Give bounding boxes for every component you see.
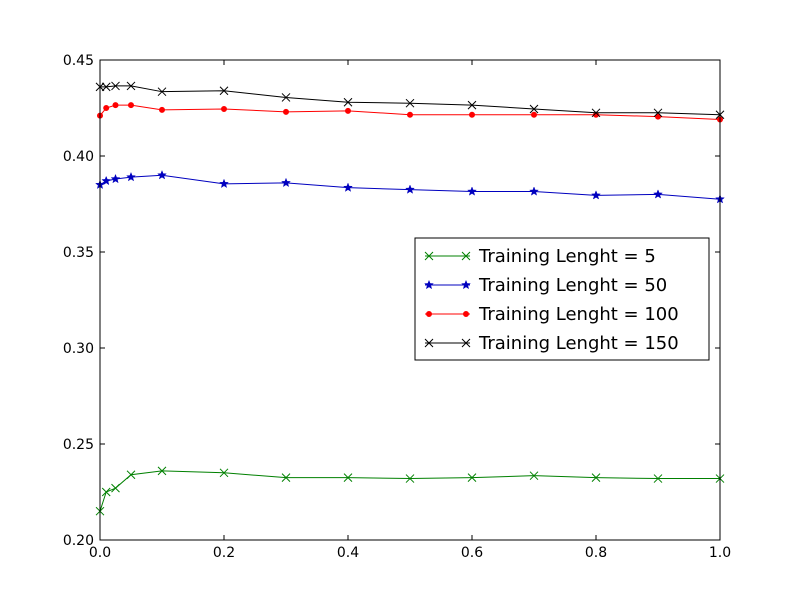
data-point bbox=[407, 111, 413, 118]
legend-marker-start bbox=[424, 338, 434, 348]
data-point bbox=[591, 473, 601, 482]
data-point bbox=[126, 470, 136, 480]
data-point bbox=[281, 473, 291, 482]
data-point bbox=[111, 483, 120, 493]
series-3 bbox=[97, 102, 723, 123]
data-point bbox=[103, 105, 110, 111]
legend-label: Training Lenght = 150 bbox=[478, 333, 679, 354]
data-point bbox=[343, 182, 353, 192]
data-point bbox=[111, 81, 120, 91]
legend-marker-end bbox=[461, 279, 471, 290]
data-point bbox=[653, 474, 663, 483]
data-point bbox=[345, 107, 351, 114]
data-point bbox=[405, 474, 415, 483]
data-point bbox=[157, 466, 167, 476]
x-tick-label: 0.4 bbox=[337, 545, 359, 561]
data-point bbox=[405, 98, 415, 108]
data-point bbox=[653, 108, 663, 118]
data-point bbox=[219, 86, 229, 96]
legend-item: Training Lenght = 5 bbox=[424, 246, 656, 267]
data-point bbox=[281, 177, 291, 188]
data-point bbox=[529, 186, 539, 196]
legend-marker-end bbox=[461, 251, 471, 261]
legend-marker-end bbox=[461, 338, 471, 348]
y-tick-label: 0.30 bbox=[63, 341, 94, 357]
legend-marker-end bbox=[463, 311, 469, 317]
x-tick-label: 0.8 bbox=[585, 545, 607, 561]
data-point bbox=[467, 100, 477, 110]
legend-label: Training Lenght = 100 bbox=[478, 304, 679, 325]
data-point bbox=[219, 178, 229, 189]
legend-item: Training Lenght = 100 bbox=[425, 304, 679, 325]
data-point bbox=[591, 108, 601, 118]
data-point bbox=[101, 487, 111, 497]
data-point bbox=[469, 111, 475, 118]
y-tick-label: 0.45 bbox=[63, 53, 94, 69]
data-point bbox=[221, 105, 227, 112]
data-point bbox=[128, 102, 134, 109]
legend-marker-start bbox=[426, 311, 432, 317]
data-point bbox=[655, 113, 661, 120]
data-point bbox=[529, 471, 539, 481]
axes-layer: 0.0 0.2 0.4 0.6 0.8 1.0 0.20 0.25 0.30 0.35 0.40 0.… bbox=[63, 53, 731, 561]
data-point bbox=[281, 93, 291, 102]
series-1 bbox=[95, 466, 725, 516]
data-point bbox=[126, 81, 136, 91]
legend-item: Training Lenght = 50 bbox=[424, 275, 667, 296]
data-point bbox=[653, 189, 663, 199]
data-point bbox=[343, 473, 353, 482]
data-point bbox=[343, 97, 353, 107]
y-tick-label: 0.35 bbox=[63, 245, 94, 261]
y-tick-label: 0.25 bbox=[63, 437, 94, 453]
data-point bbox=[101, 82, 111, 92]
data-point bbox=[529, 104, 539, 114]
x-tick-label: 0.0 bbox=[89, 545, 111, 561]
x-tick-label: 1.0 bbox=[709, 545, 731, 561]
legend-label: Training Lenght = 50 bbox=[478, 275, 667, 296]
data-point bbox=[405, 184, 415, 194]
x-tick-label: 0.6 bbox=[461, 545, 483, 561]
x-tick-label: 0.2 bbox=[213, 545, 235, 561]
data-point bbox=[110, 173, 121, 184]
data-point bbox=[467, 186, 477, 196]
y-tick-label: 0.40 bbox=[63, 149, 94, 165]
data-point bbox=[467, 473, 477, 482]
legend-marker-start bbox=[424, 251, 434, 261]
chart-legend: Training Lenght = 5 Training Lenght = 50 T… bbox=[414, 237, 710, 361]
y-tick-label: 0.20 bbox=[63, 533, 94, 549]
data-point bbox=[101, 175, 112, 186]
data-point bbox=[531, 111, 537, 118]
data-point bbox=[112, 102, 119, 109]
legend-item: Training Lenght = 150 bbox=[424, 333, 679, 354]
series-line bbox=[100, 85, 721, 116]
data-point bbox=[159, 106, 165, 113]
data-point bbox=[157, 87, 167, 97]
data-point bbox=[126, 171, 136, 182]
data-point bbox=[283, 108, 289, 115]
plot-frame bbox=[99, 59, 721, 541]
legend-marker-start bbox=[424, 279, 434, 290]
data-point bbox=[157, 169, 167, 180]
data-point bbox=[591, 190, 601, 200]
legend-label: Training Lenght = 5 bbox=[478, 246, 656, 267]
data-point bbox=[219, 468, 229, 478]
